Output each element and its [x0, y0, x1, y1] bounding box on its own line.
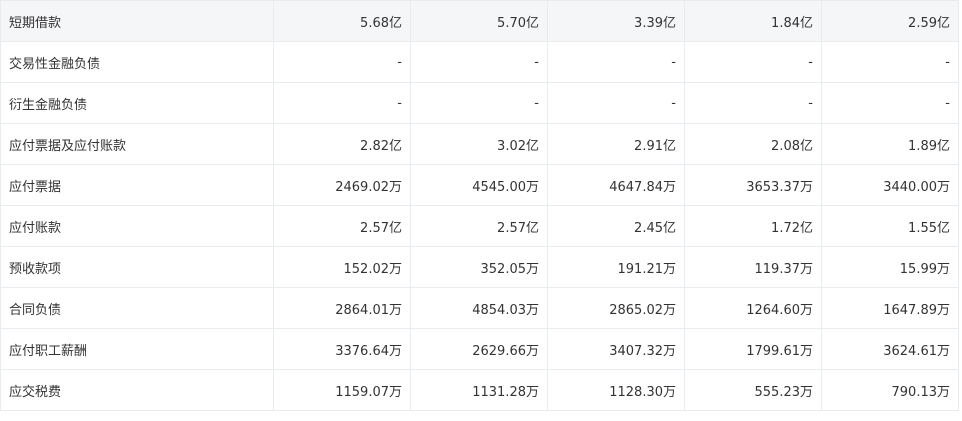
- row-label: 预收款项: [0, 246, 274, 288]
- cell-value: 2629.66万: [410, 328, 548, 370]
- cell-value: 352.05万: [410, 246, 548, 288]
- cell-value: 3.39亿: [547, 0, 685, 42]
- cell-value: 2469.02万: [273, 164, 411, 206]
- cell-value: 1128.30万: [547, 369, 685, 411]
- cell-value: -: [410, 41, 548, 83]
- table-row: 应付票据 2469.02万 4545.00万 4647.84万 3653.37万…: [0, 164, 959, 206]
- row-label: 短期借款: [0, 0, 274, 42]
- cell-value: 1.89亿: [821, 123, 959, 165]
- cell-value: -: [273, 41, 411, 83]
- table-row: 衍生金融负债 - - - - -: [0, 82, 959, 124]
- cell-value: 1647.89万: [821, 287, 959, 329]
- cell-value: 2864.01万: [273, 287, 411, 329]
- cell-value: 1264.60万: [684, 287, 822, 329]
- table-row: 交易性金融负债 - - - - -: [0, 41, 959, 83]
- cell-value: 1159.07万: [273, 369, 411, 411]
- cell-value: 1.55亿: [821, 205, 959, 247]
- row-label: 应付票据: [0, 164, 274, 206]
- cell-value: 3.02亿: [410, 123, 548, 165]
- table-row: 应付票据及应付账款 2.82亿 3.02亿 2.91亿 2.08亿 1.89亿: [0, 123, 959, 165]
- cell-value: 2.59亿: [821, 0, 959, 42]
- cell-value: 1.72亿: [684, 205, 822, 247]
- cell-value: -: [821, 82, 959, 124]
- cell-value: 790.13万: [821, 369, 959, 411]
- cell-value: 555.23万: [684, 369, 822, 411]
- cell-value: 3624.61万: [821, 328, 959, 370]
- cell-value: -: [410, 82, 548, 124]
- cell-value: 2.45亿: [547, 205, 685, 247]
- cell-value: -: [821, 41, 959, 83]
- table-row: 短期借款 5.68亿 5.70亿 3.39亿 1.84亿 2.59亿: [0, 0, 959, 42]
- cell-value: 152.02万: [273, 246, 411, 288]
- row-label: 应付职工薪酬: [0, 328, 274, 370]
- cell-value: 1.84亿: [684, 0, 822, 42]
- cell-value: 119.37万: [684, 246, 822, 288]
- balance-sheet-table: 短期借款 5.68亿 5.70亿 3.39亿 1.84亿 2.59亿 交易性金融…: [0, 0, 959, 411]
- cell-value: 4545.00万: [410, 164, 548, 206]
- cell-value: 191.21万: [547, 246, 685, 288]
- cell-value: 3407.32万: [547, 328, 685, 370]
- row-label: 应交税费: [0, 369, 274, 411]
- cell-value: -: [547, 82, 685, 124]
- cell-value: -: [684, 82, 822, 124]
- table-row: 预收款项 152.02万 352.05万 191.21万 119.37万 15.…: [0, 246, 959, 288]
- cell-value: -: [547, 41, 685, 83]
- cell-value: 1799.61万: [684, 328, 822, 370]
- cell-value: -: [684, 41, 822, 83]
- table-row: 应付职工薪酬 3376.64万 2629.66万 3407.32万 1799.6…: [0, 328, 959, 370]
- table-row: 应付账款 2.57亿 2.57亿 2.45亿 1.72亿 1.55亿: [0, 205, 959, 247]
- cell-value: 4854.03万: [410, 287, 548, 329]
- cell-value: 2.57亿: [410, 205, 548, 247]
- cell-value: 2.08亿: [684, 123, 822, 165]
- cell-value: 3653.37万: [684, 164, 822, 206]
- cell-value: 3376.64万: [273, 328, 411, 370]
- row-label: 应付票据及应付账款: [0, 123, 274, 165]
- cell-value: 15.99万: [821, 246, 959, 288]
- cell-value: 5.70亿: [410, 0, 548, 42]
- cell-value: -: [273, 82, 411, 124]
- row-label: 交易性金融负债: [0, 41, 274, 83]
- row-label: 衍生金融负债: [0, 82, 274, 124]
- cell-value: 2865.02万: [547, 287, 685, 329]
- row-label: 合同负债: [0, 287, 274, 329]
- cell-value: 4647.84万: [547, 164, 685, 206]
- cell-value: 3440.00万: [821, 164, 959, 206]
- table-row: 应交税费 1159.07万 1131.28万 1128.30万 555.23万 …: [0, 369, 959, 411]
- cell-value: 2.82亿: [273, 123, 411, 165]
- cell-value: 2.57亿: [273, 205, 411, 247]
- row-label: 应付账款: [0, 205, 274, 247]
- cell-value: 5.68亿: [273, 0, 411, 42]
- table-row: 合同负债 2864.01万 4854.03万 2865.02万 1264.60万…: [0, 287, 959, 329]
- cell-value: 2.91亿: [547, 123, 685, 165]
- cell-value: 1131.28万: [410, 369, 548, 411]
